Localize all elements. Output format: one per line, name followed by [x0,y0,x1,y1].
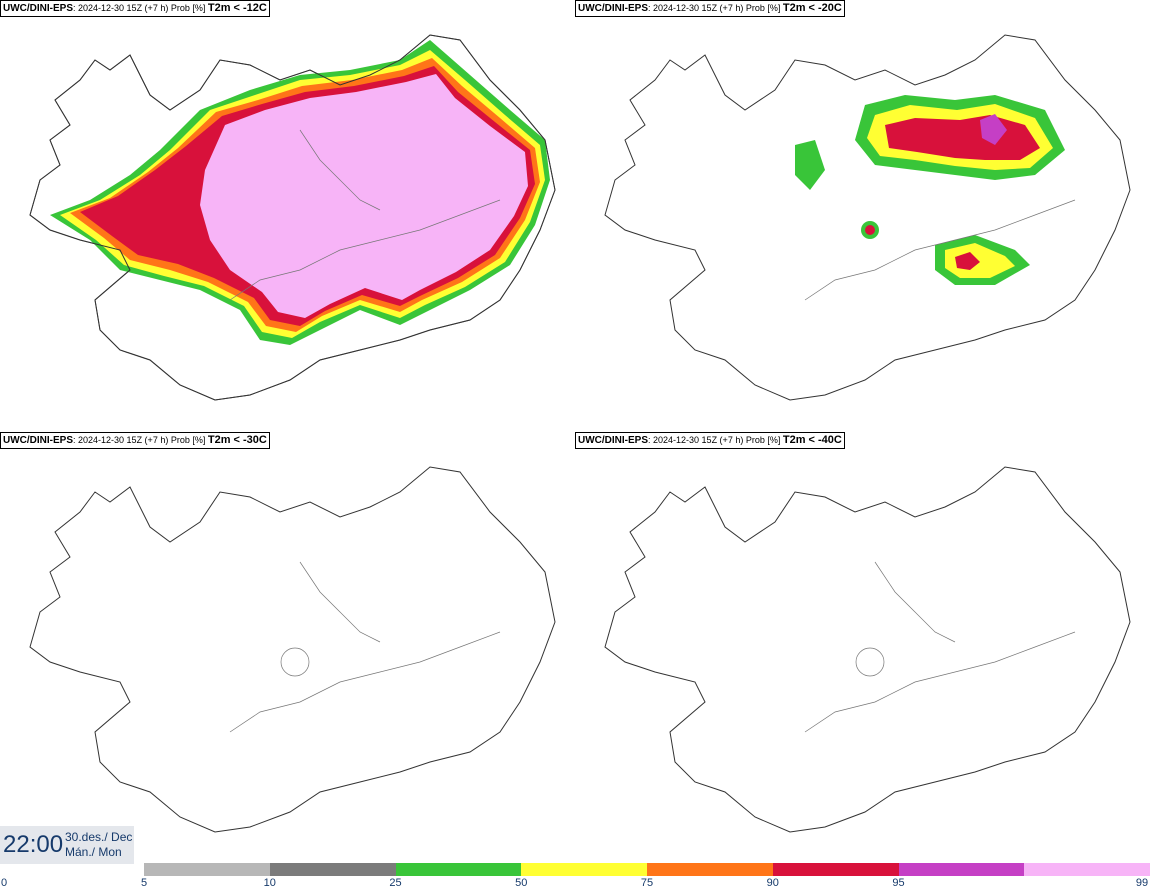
colorbar-segment [521,863,648,876]
colorbar-tick-label: 0 [0,877,8,889]
colorbar-tick-label: 50 [515,877,528,889]
panel-title: UWC/DINI-EPS: 2024-12-30 15Z (+7 h) Prob… [0,432,270,449]
colorbar-segment [647,863,774,876]
valid-time-box: 22:00 30.des./ Dec Mán./ Mon [0,826,134,864]
map-panel-t2m-30: UWC/DINI-EPS: 2024-12-30 15Z (+7 h) Prob… [0,432,575,864]
colorbar-tick-label: 25 [389,877,402,889]
colorbar-segment [269,863,396,876]
iceland-map-t2m-20 [604,34,1131,401]
iceland-map-t2m-40 [604,466,1131,833]
panel-title: UWC/DINI-EPS: 2024-12-30 15Z (+7 h) Prob… [575,0,845,17]
prob-small-area-inner [865,225,875,235]
map-panel-t2m-40: UWC/DINI-EPS: 2024-12-30 15Z (+7 h) Prob… [575,432,1150,864]
colorbar-tick-label: 99 [1135,877,1149,889]
prob-99-area [200,74,528,318]
colorbar-segment [395,863,522,876]
valid-date: 30.des./ Dec Mán./ Mon [65,830,133,859]
iceland-map-t2m-12 [29,34,556,401]
prob-50-area-south [945,243,1015,278]
colorbar-segment [144,863,271,876]
panel-title: UWC/DINI-EPS: 2024-12-30 15Z (+7 h) Prob… [0,0,270,17]
colorbar-tick-label: 90 [766,877,779,889]
prob-99-area [980,114,1007,145]
colorbar-tick-label: 5 [140,877,148,889]
colorbar-segment [772,863,899,876]
map-panel-t2m-20: UWC/DINI-EPS: 2024-12-30 15Z (+7 h) Prob… [575,0,1150,432]
probability-colorbar [144,863,1150,876]
valid-hour: 22:00 [3,831,64,858]
prob-75-area-south [955,252,980,270]
prob-25-area-west [795,140,825,190]
colorbar-tick-label: 75 [640,877,654,889]
iceland-map-t2m-30 [29,466,556,833]
map-panel-t2m-12: UWC/DINI-EPS: 2024-12-30 15Z (+7 h) Prob… [0,0,575,432]
colorbar-tick-label: 10 [263,877,276,889]
panel-title: UWC/DINI-EPS: 2024-12-30 15Z (+7 h) Prob… [575,432,845,449]
colorbar-segment [1024,863,1150,876]
colorbar-segment [898,863,1025,876]
colorbar-tick-label: 95 [892,877,905,889]
